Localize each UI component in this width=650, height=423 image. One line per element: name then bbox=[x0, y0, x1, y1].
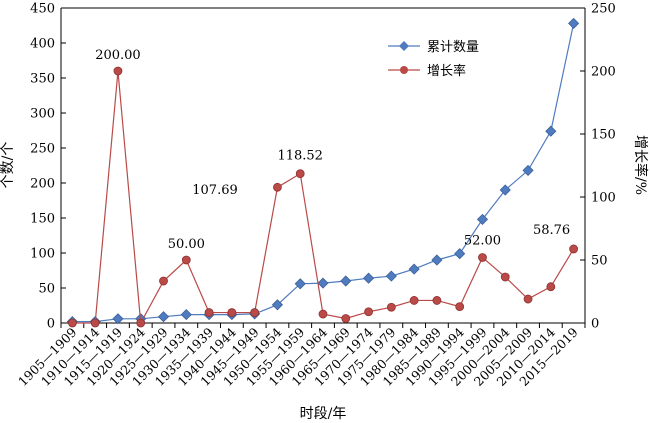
series-2-point bbox=[181, 255, 191, 265]
x-axis-title: 时段/年 bbox=[300, 406, 347, 422]
series-1-point bbox=[157, 311, 170, 323]
series-1-point bbox=[499, 184, 511, 196]
data-label: 118.52 bbox=[277, 149, 323, 164]
data-label: 200.00 bbox=[95, 48, 141, 63]
series-1-point bbox=[522, 164, 534, 176]
y-left-tick-label: 400 bbox=[30, 37, 55, 52]
series-2-point bbox=[159, 276, 168, 286]
series-1-point bbox=[317, 277, 329, 289]
y-left-tick-label: 0 bbox=[47, 317, 55, 332]
series-2-point bbox=[90, 318, 100, 328]
series-layer bbox=[66, 17, 580, 328]
data-label: 58.76 bbox=[533, 223, 570, 238]
y-left-tick-label: 100 bbox=[30, 247, 55, 262]
series-1-point bbox=[454, 248, 466, 260]
series-2-point bbox=[250, 308, 260, 317]
y-left-tick-label: 200 bbox=[30, 177, 55, 192]
y-right-tick-label: 50 bbox=[591, 254, 608, 269]
y-right-tick-label: 0 bbox=[591, 317, 599, 332]
series-2-point bbox=[136, 318, 146, 328]
series-2-point bbox=[273, 182, 282, 192]
data-label: 52.00 bbox=[464, 233, 501, 248]
series-2-point bbox=[295, 169, 305, 179]
data-labels: 200.00 50.00 107.69 118.52 52.00 58.76 bbox=[95, 48, 570, 252]
series-2-point bbox=[455, 302, 465, 312]
series-1-point bbox=[408, 263, 420, 275]
series-1-point bbox=[385, 270, 397, 282]
y-left-tick-label: 250 bbox=[30, 142, 55, 157]
legend-marker-diamond bbox=[399, 41, 409, 51]
series-2-point bbox=[500, 272, 510, 282]
data-label: 107.69 bbox=[192, 183, 238, 198]
series-1-point bbox=[271, 299, 284, 311]
series-1-point bbox=[112, 313, 124, 325]
series-2-point bbox=[432, 296, 442, 305]
y-left-tick-label: 50 bbox=[38, 282, 55, 297]
legend-marker-circle bbox=[400, 66, 408, 74]
series-1-point bbox=[180, 309, 192, 321]
series-1-point bbox=[476, 213, 489, 225]
series-2-point bbox=[318, 309, 328, 319]
series-2-point bbox=[478, 253, 487, 262]
axes: 0 50 100 150 200 250 300 350 400 450 0 50 100 150 200 2… bbox=[15, 2, 616, 389]
series-1-point bbox=[362, 272, 375, 284]
series-2-point bbox=[113, 66, 123, 76]
series-1-point bbox=[431, 254, 443, 266]
series-2-point bbox=[67, 318, 77, 328]
series-2-point bbox=[364, 307, 373, 317]
y-axis-left-title: 个数/个 bbox=[0, 142, 16, 189]
series-2-point bbox=[569, 244, 579, 254]
series-2-point bbox=[523, 294, 533, 304]
y-left-tick-label: 350 bbox=[30, 72, 55, 87]
series-2-point bbox=[386, 302, 396, 312]
series-2-point bbox=[409, 296, 419, 305]
y-right-tick-label: 100 bbox=[591, 191, 616, 206]
series-line-1 bbox=[72, 23, 575, 323]
series-2-point bbox=[341, 314, 351, 323]
series-1-point bbox=[545, 125, 557, 137]
y-right-tick-label: 250 bbox=[591, 2, 616, 17]
y-right-tick-label: 200 bbox=[591, 65, 616, 80]
y-right-tick-label: 150 bbox=[591, 128, 616, 143]
y-axis-right-title: 增长率/% bbox=[632, 135, 649, 195]
legend-label-1: 累计数量 bbox=[427, 40, 479, 55]
data-label: 50.00 bbox=[168, 237, 205, 252]
series-2-point bbox=[227, 308, 237, 317]
series-1-point bbox=[568, 17, 580, 29]
series-2-point bbox=[204, 308, 214, 317]
y-left-tick-label: 150 bbox=[30, 212, 55, 227]
series-2-point bbox=[546, 282, 556, 292]
series-1-point bbox=[294, 278, 306, 290]
legend-label-2: 增长率 bbox=[427, 63, 466, 79]
series-1-point bbox=[340, 275, 352, 287]
y-left-tick-label: 300 bbox=[30, 107, 55, 122]
y-left-tick-label: 450 bbox=[30, 2, 55, 17]
